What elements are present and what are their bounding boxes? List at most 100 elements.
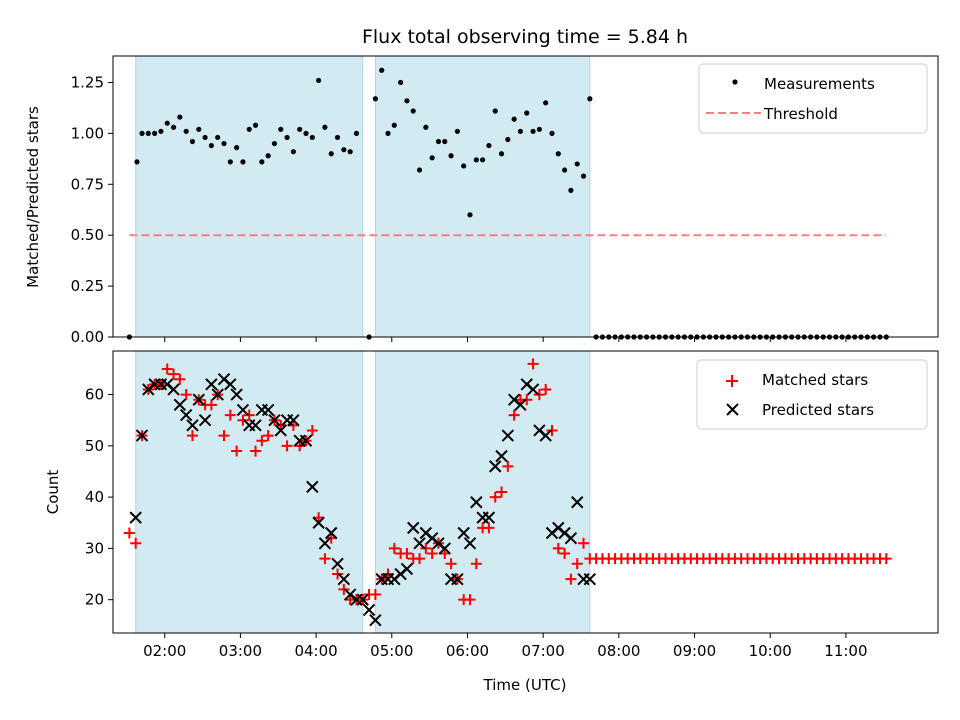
- chart-title: Flux total observing time = 5.84 h: [362, 26, 688, 48]
- measurement-point-51: [454, 128, 460, 134]
- measurement-point-55: [480, 157, 486, 163]
- matched-star-57: [483, 522, 495, 534]
- predicted-star-27: [299, 434, 313, 447]
- measurement-point-59: [505, 136, 511, 143]
- measurement-point-4: [152, 130, 158, 136]
- p0-ytick-label-5: 1.25: [71, 73, 104, 91]
- measurement-point-14: [215, 134, 221, 141]
- matched-star-41: [382, 568, 394, 580]
- measurement-point-69: [568, 187, 574, 193]
- measurement-point-31: [322, 124, 328, 130]
- measurement-point-45: [416, 167, 423, 173]
- xtick-label-2: 04:00: [294, 642, 337, 660]
- predicted-star-57: [489, 460, 502, 473]
- matched-star-18: [237, 414, 249, 426]
- measurement-point-63: [530, 128, 536, 134]
- predicted-star-36: [356, 593, 369, 606]
- predicted-star-54: [470, 496, 483, 509]
- predicted-star-49: [438, 542, 451, 555]
- legend-top: Measurements Threshold: [698, 63, 928, 134]
- predicted-star-51: [451, 572, 464, 586]
- measurement-point-56: [486, 142, 492, 149]
- measurement-point-30: [316, 77, 322, 84]
- measurement-point-50: [448, 153, 454, 159]
- measurement-point-48: [435, 138, 442, 145]
- predicted-star-56: [482, 511, 496, 524]
- p0-ytick-label-0: 0.00: [71, 328, 104, 346]
- measurement-point-66: [549, 130, 555, 136]
- xtick-label-1: 03:00: [219, 642, 262, 660]
- predicted-star-63: [526, 383, 540, 396]
- matched-star-7: [168, 368, 180, 380]
- measurement-point-27: [297, 126, 303, 132]
- measurement-point-61: [517, 128, 524, 134]
- xtick-label-8: 10:00: [749, 642, 792, 660]
- predicted-star-32: [331, 557, 344, 570]
- measurement-point-65: [543, 100, 549, 106]
- predicted-star-44: [407, 521, 420, 535]
- predicted-star-31: [325, 526, 338, 540]
- predicted-star-6: [167, 383, 180, 396]
- matched-star-19: [243, 409, 255, 421]
- p1-y-ticks: 20 30 40 50 60: [85, 386, 113, 609]
- matched-star-8: [174, 373, 186, 385]
- p1-ytick-label-2: 40: [85, 488, 104, 506]
- measurement-point-60: [511, 116, 517, 122]
- predicted-star-30: [318, 537, 332, 550]
- predicted-star-45: [413, 537, 426, 550]
- xtick-label-9: 11:00: [824, 642, 867, 660]
- measurement-point-68: [562, 167, 568, 173]
- p0-ytick-label-3: 0.75: [71, 175, 104, 193]
- predicted-star-28: [306, 480, 319, 494]
- predicted-star-33: [337, 572, 351, 586]
- xtick-label-0: 02:00: [143, 642, 186, 660]
- measurement-point-11: [196, 126, 202, 132]
- measurement-point-19: [246, 126, 252, 132]
- matched-star-9: [180, 389, 192, 401]
- matched-star-65: [533, 389, 545, 401]
- measurement-point-70: [574, 161, 580, 167]
- p0-ylabel: Matched/Predicted stars: [24, 106, 42, 288]
- predicted-star-11: [198, 414, 212, 427]
- predicted-star-65: [539, 429, 552, 442]
- p1-ytick-label-0: 20: [85, 591, 104, 609]
- measurement-point-40: [385, 130, 391, 136]
- legend-bottom: Matched stars Predicted stars: [696, 359, 928, 430]
- measurement-point-26: [290, 149, 296, 155]
- matched-star-1: [130, 537, 142, 549]
- matched-star-21: [256, 435, 268, 447]
- predicted-star-21: [261, 403, 275, 417]
- measurement-point-22: [265, 153, 271, 159]
- legend-top-box: [698, 63, 928, 134]
- matched-star-64: [527, 358, 539, 370]
- legend-bottom-box: [696, 359, 928, 430]
- measurement-point-3: [145, 130, 151, 136]
- measurement-point-38: [372, 96, 378, 102]
- measurement-point-2: [139, 130, 145, 136]
- measurement-point-33: [334, 134, 341, 141]
- matched-star-50: [439, 548, 451, 560]
- matched-star-66: [540, 383, 552, 395]
- p1-observing-spans: [135, 350, 591, 634]
- predicted-star-19: [249, 419, 262, 432]
- measurement-point-54: [473, 157, 479, 163]
- matched-star-30: [313, 512, 325, 524]
- matched-star-39: [369, 589, 381, 601]
- measurement-point-46: [423, 124, 429, 130]
- matched-star-20: [250, 445, 262, 457]
- p0-frame: [112, 55, 939, 338]
- measurement-point-1: [134, 159, 140, 165]
- matched-stars-markers: [123, 358, 892, 606]
- matched-star-42: [388, 542, 400, 554]
- matched-star-0: [123, 527, 135, 539]
- measurement-point-25: [284, 134, 290, 141]
- measurement-point-44: [410, 108, 416, 114]
- measurement-point-64: [536, 126, 542, 132]
- x-axis-label: Time (UTC): [483, 676, 567, 694]
- measurement-point-41: [391, 122, 397, 128]
- p0-ytick-label-2: 0.50: [71, 226, 104, 244]
- matched-star-69: [559, 548, 571, 560]
- predicted-star-53: [463, 537, 477, 550]
- p0-x-ticks: [164, 337, 847, 342]
- p1-span-1: [374, 350, 591, 634]
